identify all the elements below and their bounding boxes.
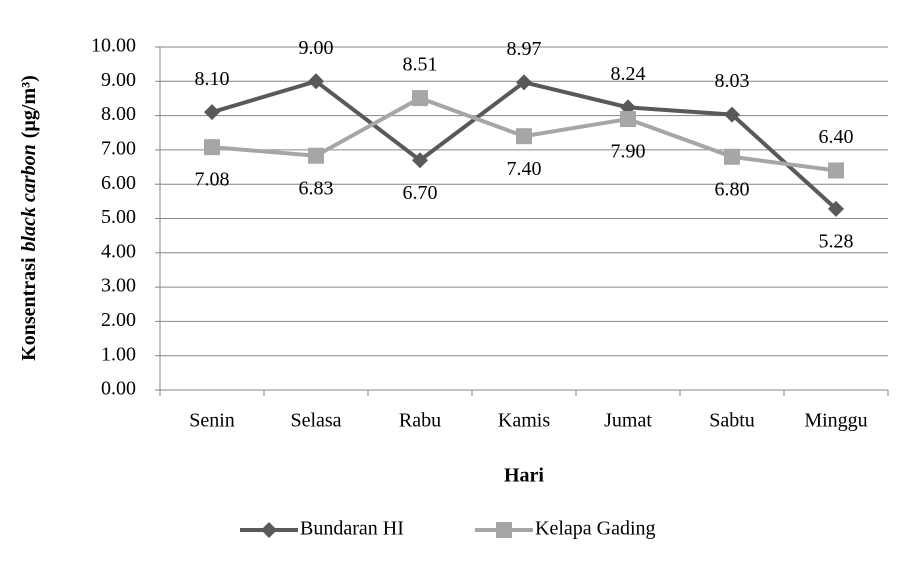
data-label: 6.83 <box>299 177 334 199</box>
data-label: 8.51 <box>403 54 438 76</box>
x-tick-label: Kamis <box>498 410 550 432</box>
data-point <box>828 162 844 179</box>
y-tick-label: 9.00 <box>101 69 136 91</box>
x-tick-label: Minggu <box>804 410 867 432</box>
x-tick-label: Senin <box>189 410 235 432</box>
data-label: 7.40 <box>507 158 542 180</box>
data-label: 5.28 <box>819 230 854 252</box>
data-point <box>204 139 220 156</box>
y-tick-label: 6.00 <box>101 172 136 194</box>
data-label: 7.90 <box>611 141 646 163</box>
data-point <box>412 152 428 169</box>
y-axis-title-part: Konsentrasi <box>18 257 40 361</box>
y-tick-label: 0.00 <box>101 378 136 400</box>
data-label: 7.08 <box>195 169 230 191</box>
x-tick-label: Jumat <box>604 410 652 432</box>
y-tick-label: 8.00 <box>101 103 136 125</box>
data-label: 9.00 <box>299 37 334 59</box>
data-point <box>308 73 324 90</box>
data-point <box>620 111 636 128</box>
data-point <box>828 200 844 217</box>
data-point <box>204 104 220 121</box>
x-axis-title: Hari <box>504 465 544 487</box>
x-tick-label: Sabtu <box>709 410 755 432</box>
data-label: 6.40 <box>819 126 854 148</box>
x-tick-label: Selasa <box>290 410 341 432</box>
legend-label: Kelapa Gading <box>535 518 656 540</box>
y-tick-label: 1.00 <box>101 343 136 365</box>
y-tick-label: 4.00 <box>101 240 136 262</box>
data-label: 8.24 <box>611 63 646 85</box>
legend-marker <box>261 522 277 538</box>
data-label: 8.97 <box>507 38 542 60</box>
data-point <box>724 148 740 165</box>
data-point <box>412 90 428 107</box>
data-label: 6.70 <box>403 182 438 204</box>
data-label: 8.03 <box>715 70 750 92</box>
y-tick-label: 7.00 <box>101 137 136 159</box>
y-tick-label: 2.00 <box>101 309 136 331</box>
y-axis-title-part: black carbon <box>18 144 40 251</box>
data-point <box>724 106 740 123</box>
y-tick-label: 10.00 <box>91 35 136 57</box>
data-point <box>308 147 324 164</box>
y-tick-label: 5.00 <box>101 206 136 228</box>
data-point <box>516 74 532 91</box>
legend-label: Bundaran HI <box>300 518 404 540</box>
y-axis-title-part: (µg/m³) <box>18 75 40 138</box>
y-tick-label: 3.00 <box>101 275 136 297</box>
y-axis-title: Konsentrasi black carbon (µg/m³) <box>18 75 40 361</box>
data-label: 6.80 <box>715 178 750 200</box>
x-tick-label: Rabu <box>399 410 441 432</box>
data-label: 8.10 <box>195 68 230 90</box>
legend-marker <box>496 522 512 538</box>
data-point <box>516 128 532 145</box>
